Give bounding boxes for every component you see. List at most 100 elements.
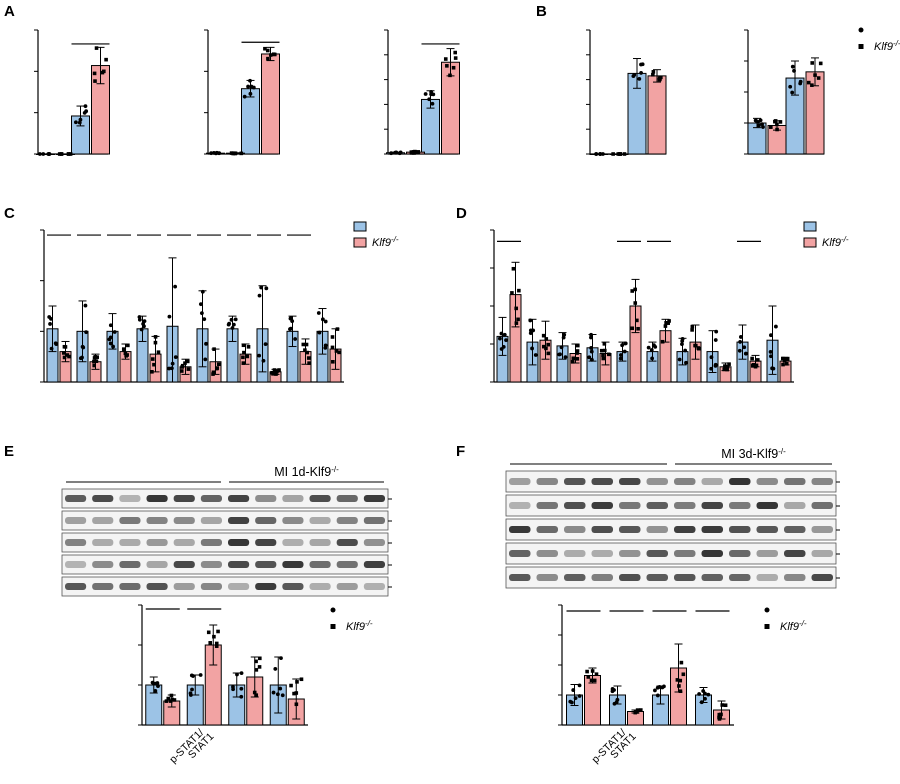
data-point — [48, 322, 52, 326]
data-point — [323, 345, 328, 350]
panel-label-e: E — [4, 443, 14, 460]
data-point — [780, 356, 785, 361]
blot-band — [509, 550, 531, 557]
data-point — [202, 317, 207, 322]
data-point — [599, 348, 604, 353]
data-point — [334, 349, 339, 353]
legend-ko-sup: -/- — [365, 619, 373, 628]
blot-band — [674, 502, 696, 509]
blot-band — [119, 561, 141, 568]
bar-ko — [261, 53, 280, 155]
data-point — [78, 356, 83, 361]
data-point — [756, 358, 760, 362]
data-point — [546, 351, 551, 356]
data-point — [810, 61, 815, 65]
data-point — [203, 357, 208, 362]
blot-band — [619, 502, 641, 509]
blot-band — [536, 550, 558, 557]
legend-b: Klf9-/- — [858, 27, 900, 53]
data-point — [239, 151, 244, 156]
blot-band — [784, 550, 806, 557]
data-point — [816, 76, 821, 80]
legend-ko-name: Klf9 — [372, 237, 391, 249]
data-point — [602, 342, 607, 346]
data-point — [173, 355, 178, 360]
legend-swatch-ko — [803, 237, 817, 248]
data-point — [49, 346, 54, 351]
data-point — [104, 57, 108, 62]
data-point — [169, 366, 174, 371]
data-point — [212, 634, 216, 639]
bar-wt — [36, 153, 55, 155]
blot-band — [591, 502, 613, 509]
data-point — [769, 333, 773, 338]
data-point — [533, 353, 538, 357]
data-point — [37, 152, 42, 156]
data-point — [594, 672, 599, 676]
legend-ko-sup: -/- — [841, 235, 849, 244]
data-point — [575, 351, 579, 355]
data-point — [743, 351, 748, 356]
data-point — [261, 358, 266, 363]
data-point — [443, 57, 448, 61]
data-point — [615, 697, 620, 702]
data-point — [775, 127, 779, 132]
data-point — [713, 362, 718, 367]
data-point — [330, 335, 335, 339]
data-point — [589, 678, 594, 683]
data-point — [155, 681, 160, 685]
data-point — [727, 362, 731, 366]
data-point — [806, 80, 811, 85]
blot-band — [282, 495, 304, 502]
data-point — [651, 72, 655, 77]
blot-band — [729, 550, 751, 557]
data-point — [592, 678, 597, 683]
data-point — [653, 345, 658, 349]
data-point — [699, 700, 704, 705]
data-point — [173, 284, 178, 289]
data-point — [530, 346, 534, 351]
data-point — [248, 78, 252, 83]
data-point — [189, 673, 194, 678]
data-point — [273, 667, 278, 671]
blot-header-ko: MI 1d-Klf9-/- — [274, 465, 339, 479]
blot-band — [146, 583, 168, 590]
data-point — [239, 694, 244, 699]
blot-band — [811, 574, 833, 581]
blot-band — [729, 574, 751, 581]
blot-band — [309, 561, 331, 568]
data-point — [150, 369, 154, 374]
data-point — [750, 364, 755, 368]
data-point — [541, 344, 546, 349]
data-point — [714, 329, 719, 334]
data-point — [217, 151, 222, 156]
data-point — [453, 50, 457, 55]
data-point — [618, 353, 623, 357]
data-point — [630, 289, 635, 293]
blot-band — [756, 550, 778, 557]
blot-band — [173, 539, 195, 546]
data-point — [703, 696, 707, 701]
data-point — [279, 656, 283, 661]
blot-band — [591, 574, 613, 581]
legend-label-ko: Klf9-/- — [874, 39, 900, 53]
data-point — [169, 693, 174, 698]
blot-band — [92, 517, 114, 524]
blot-band — [65, 561, 87, 568]
data-point — [74, 120, 78, 125]
data-point — [616, 152, 621, 156]
blot-band — [619, 478, 641, 485]
data-point — [622, 349, 627, 354]
data-point — [810, 83, 814, 87]
data-point — [660, 339, 665, 344]
data-point — [451, 65, 456, 70]
blot-band — [228, 561, 250, 568]
legends-layer: Klf9-/-Klf9-/- Klf9-/-Klf9-/- Klf9-/- — [330, 27, 900, 633]
blot-band — [282, 583, 304, 590]
data-point — [635, 318, 639, 323]
data-point — [577, 694, 582, 698]
blot-band — [65, 539, 87, 546]
data-point — [675, 678, 680, 682]
data-point — [245, 354, 250, 359]
